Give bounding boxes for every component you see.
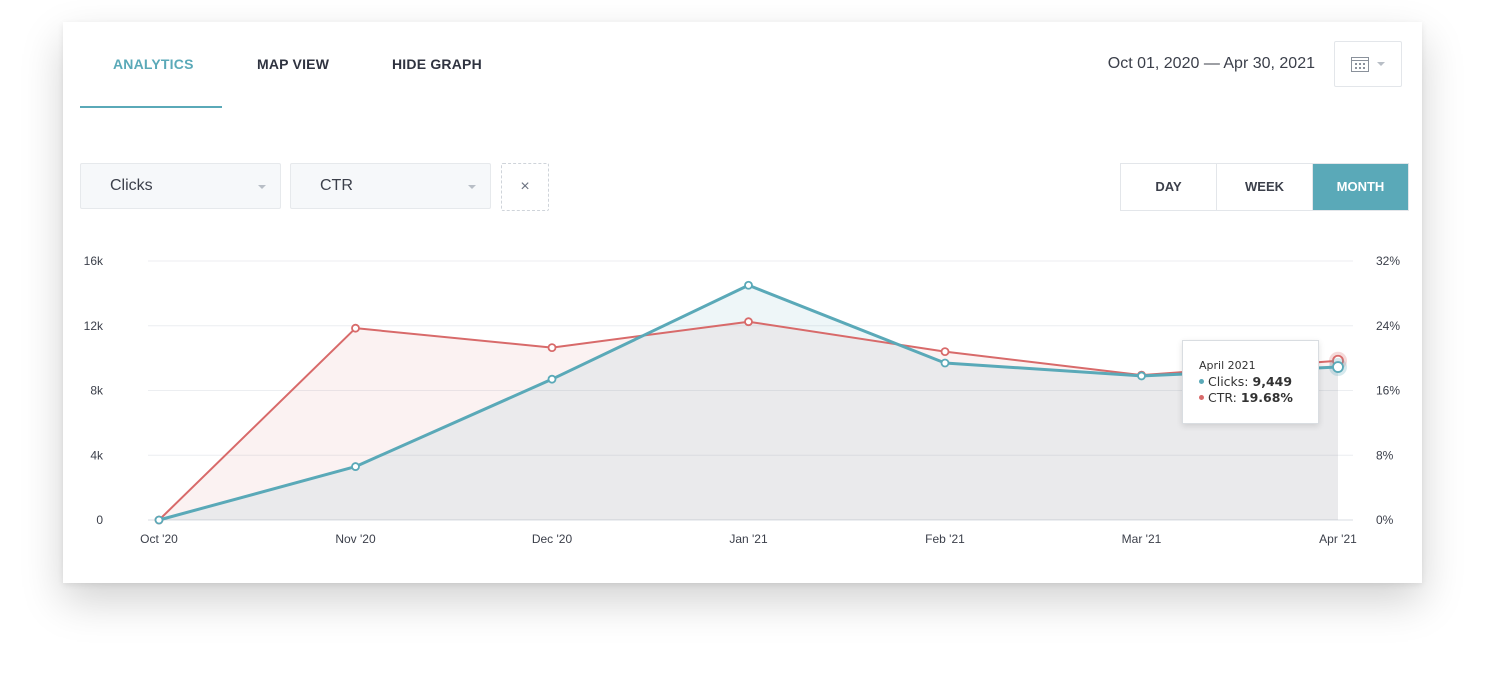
tooltip-clicks-label: Clicks: [1208,374,1249,389]
clicks-ctr-chart: 0 4k 8k 12k 16k 0% 8% 16% 24% 32% Oct '20 Nov '20 De… [84,254,1401,546]
x-tick-label: Apr '21 [1319,532,1357,546]
chevron-down-icon [258,185,266,189]
close-icon: × [520,178,530,195]
tooltip-ctr-row: CTR: 19.68% [1199,390,1318,406]
y-right-tick-label: 8% [1376,448,1394,462]
granularity-month-button[interactable]: MONTH [1313,164,1408,210]
data-point-clicks [940,358,950,368]
y-left-tick-label: 4k [90,448,104,462]
metric-select-secondary-value: CTR [320,177,353,194]
data-point-clicks [1332,361,1344,373]
x-tick-label: Jan '21 [729,532,768,546]
x-tick-label: Nov '20 [335,532,376,546]
metric-select-primary-value: Clicks [110,177,153,194]
y-left-tick-label: 0 [96,513,103,527]
data-point-clicks [351,462,360,471]
data-point-clicks [154,515,164,525]
metric-select-secondary[interactable]: CTR [290,163,491,209]
x-tick-label: Dec '20 [532,532,573,546]
y-right-tick-label: 32% [1376,254,1400,268]
chart-tooltip: April 2021 Clicks: 9,449 CTR: 19.68% [1182,340,1319,424]
data-point-ctr [351,323,360,333]
tooltip-clicks-value: 9,449 [1252,374,1293,389]
granularity-day-button[interactable]: DAY [1121,164,1217,210]
y-left-tick-label: 16k [84,254,104,268]
tab-analytics[interactable]: ANALYTICS [113,56,194,72]
calendar-icon [1351,56,1369,72]
y-right-tick-label: 0% [1376,513,1394,527]
y-right-tick-label: 24% [1376,319,1400,333]
chevron-down-icon [1377,62,1385,66]
metric-select-primary[interactable]: Clicks [80,163,281,209]
series-area-ctr [159,321,1338,520]
x-tick-label: Feb '21 [925,532,965,546]
data-point-ctr [547,343,557,353]
date-range-label: Oct 01, 2020 — Apr 30, 2021 [1107,55,1315,72]
y-left-tick-label: 12k [84,319,104,333]
x-tick-label: Oct '20 [140,532,178,546]
tooltip-ctr-label: CTR: [1208,390,1237,405]
ctr-legend-dot [1199,395,1204,400]
granularity-week-button[interactable]: WEEK [1217,164,1313,210]
data-point-ctr [940,347,950,357]
tab-hide-graph[interactable]: HIDE GRAPH [392,56,482,72]
analytics-card: ANALYTICS MAP VIEW HIDE GRAPH Oct 01, 20… [63,22,1422,583]
y-right-tick-label: 16% [1376,384,1400,398]
data-point-clicks [547,374,557,384]
x-tick-label: Mar '21 [1122,532,1162,546]
tooltip-clicks-row: Clicks: 9,449 [1199,374,1318,390]
tooltip-ctr-value: 19.68% [1240,390,1293,405]
granularity-toggle: DAY WEEK MONTH [1120,163,1409,211]
y-left-tick-label: 8k [90,384,104,398]
series-area-clicks [159,285,1338,520]
data-point-ctr [744,317,753,327]
clicks-legend-dot [1199,379,1204,384]
data-point-clicks [744,280,753,290]
chevron-down-icon [468,185,476,189]
data-point-clicks [1137,371,1146,381]
tooltip-title: April 2021 [1199,359,1256,372]
date-picker-button[interactable] [1334,41,1402,87]
remove-metric-button[interactable]: × [501,163,549,211]
tab-map-view[interactable]: MAP VIEW [257,56,330,72]
active-tab-indicator [80,106,222,108]
